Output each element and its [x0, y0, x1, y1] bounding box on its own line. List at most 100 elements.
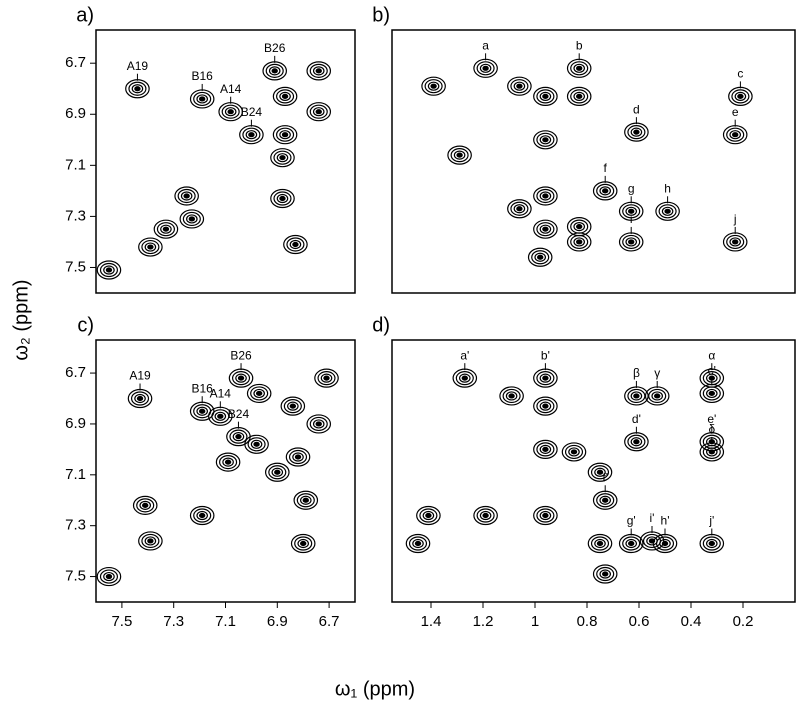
x-tick-label: 7.1: [215, 613, 236, 630]
panel-frame: [95, 29, 356, 294]
contour-ring: [499, 386, 524, 406]
contour-ring: [476, 61, 495, 76]
contour-ring: [592, 564, 618, 584]
x-tick-label: 0.2: [733, 613, 754, 630]
contour-ring: [533, 186, 558, 206]
contour-ring: [292, 241, 299, 248]
contour-ring: [648, 538, 656, 544]
contour-ring: [596, 469, 604, 475]
contour-ring: [576, 65, 583, 71]
contour-ring: [479, 510, 492, 521]
contour-ring: [628, 239, 635, 245]
contour-ring: [131, 84, 144, 94]
contour-ring: [542, 193, 549, 199]
contour-ring: [536, 508, 555, 523]
contour-ring: [654, 393, 661, 399]
contour-ring: [414, 540, 422, 547]
contour-ring: [602, 188, 609, 194]
contour-ring: [570, 89, 589, 104]
contour-ring: [271, 68, 278, 74]
contour-ring: [292, 452, 304, 462]
contour-ring: [633, 129, 640, 135]
contour-ring: [416, 505, 441, 526]
peak-label: i: [630, 212, 633, 226]
contour-ring: [507, 76, 532, 96]
peak-label: A14: [210, 386, 232, 400]
peak-label: b': [541, 348, 550, 362]
contour-ring: [573, 63, 585, 73]
contour-ring: [130, 391, 150, 406]
contour-ring: [179, 209, 205, 229]
contour-ring: [536, 442, 555, 457]
contour-ring: [729, 237, 741, 247]
contour-ring: [280, 396, 306, 416]
contour-ring: [128, 81, 147, 96]
contour-ring: [602, 497, 609, 503]
contour-ring: [317, 371, 336, 386]
peak-label: B26: [230, 348, 252, 362]
contour-ring: [211, 409, 230, 424]
contour-ring: [323, 375, 330, 381]
peak-label: j': [708, 514, 714, 528]
contour-ring: [622, 234, 641, 250]
contour-ring: [651, 391, 663, 401]
contour-ring: [244, 434, 269, 454]
contour-ring: [627, 125, 646, 140]
contour-ring: [96, 260, 122, 280]
contour-ring: [315, 109, 322, 115]
x-tick-label: 0.4: [681, 613, 702, 630]
contour-ring: [542, 93, 549, 99]
contour-ring: [596, 183, 615, 198]
contour-ring: [174, 186, 199, 206]
contour-ring: [198, 96, 206, 102]
contour-ring: [536, 371, 555, 386]
contour-ring: [294, 454, 302, 460]
contour-ring: [105, 267, 113, 273]
panel-label: c): [77, 314, 94, 336]
contour-ring: [99, 569, 118, 584]
contour-ring: [274, 469, 281, 475]
contour-ring: [705, 538, 718, 549]
contour-ring: [287, 401, 299, 411]
contour-ring: [539, 91, 552, 101]
contour-ring: [533, 219, 558, 239]
contour-ring: [182, 211, 201, 227]
contour-ring: [285, 447, 311, 467]
contour-ring: [222, 457, 234, 467]
contour-ring: [622, 536, 641, 551]
peak-label: e: [732, 105, 739, 119]
contour-ring: [103, 571, 115, 582]
contour-ring: [273, 150, 292, 165]
contour-ring: [408, 536, 428, 551]
contour-ring: [542, 403, 549, 409]
contour-ring: [245, 130, 258, 140]
peak-label: d: [633, 102, 640, 116]
peak-label: g: [628, 181, 635, 195]
contour-ring: [596, 540, 604, 547]
contour-ring: [227, 109, 234, 115]
contour-ring: [456, 152, 463, 158]
y-tick-label: 7.3: [65, 517, 86, 534]
contour-ring: [422, 510, 435, 521]
contour-ring: [224, 459, 232, 465]
contour-ring: [566, 232, 592, 252]
contour-ring: [628, 540, 635, 547]
contour-ring: [533, 505, 558, 526]
contour-ring: [625, 237, 637, 247]
contour-ring: [539, 444, 552, 454]
contour-ring: [253, 441, 260, 447]
contour-ring: [533, 396, 558, 416]
peak-label: B24: [228, 407, 250, 421]
contour-ring: [198, 512, 206, 519]
peak-label: A14: [220, 82, 242, 96]
contour-ring: [312, 66, 325, 76]
contour-ring: [276, 89, 295, 104]
contour-ring: [196, 94, 208, 104]
contour-ring: [134, 393, 146, 404]
contour-ring: [271, 467, 284, 477]
contour-ring: [250, 439, 263, 449]
contour-ring: [646, 536, 658, 546]
contour-ring: [568, 447, 580, 457]
contour-ring: [661, 206, 674, 216]
